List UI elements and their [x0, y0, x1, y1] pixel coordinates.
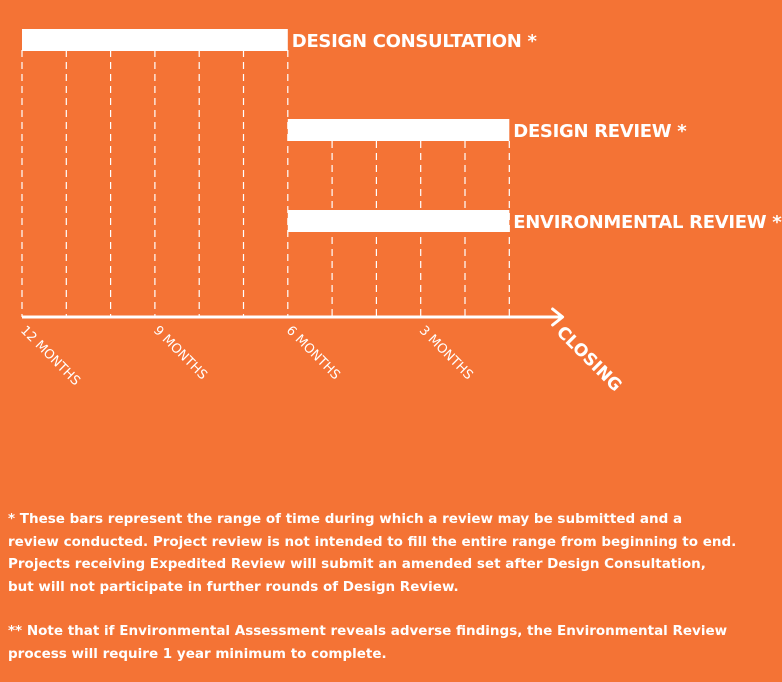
tick-label: 3 MONTHS — [416, 323, 476, 383]
bar — [287, 210, 510, 232]
bar — [287, 119, 510, 141]
tick-labels: 12 MONTHS 9 MONTHS 6 MONTHS 3 MONTHS CLOSING — [17, 322, 625, 395]
timeline-chart: DESIGN CONSULTATION * DESIGN REVIEW * ENVI… — [17, 29, 782, 396]
gridlines — [21, 50, 510, 317]
footnote-2: ** Note that if Environmental Assessment… — [8, 620, 778, 665]
footnote-1: * These bars represent the range of time… — [8, 508, 778, 598]
tick-label: 6 MONTHS — [283, 323, 343, 383]
bar-label: DESIGN CONSULTATION * — [292, 31, 538, 52]
tick-label: 9 MONTHS — [150, 323, 210, 383]
footnote-1-line: but will not participate in further roun… — [8, 578, 459, 595]
axis-arrow — [551, 307, 565, 327]
x-axis — [22, 307, 565, 327]
footnote-2-line: ** Note that if Environmental Assessment… — [8, 623, 728, 639]
footnote-2-line: process will require 1 year minimum to c… — [8, 645, 387, 662]
footnote-1-line: * These bars represent the range of time… — [8, 511, 683, 527]
footnotes: * These bars represent the range of time… — [8, 508, 778, 665]
bars: DESIGN CONSULTATION * DESIGN REVIEW * ENVI… — [22, 29, 782, 233]
bar — [22, 29, 288, 51]
footnote-1-line: Projects receiving Expedited Review will… — [8, 556, 706, 572]
tick-label: 12 MONTHS — [17, 323, 83, 389]
bar-label: ENVIRONMENTAL REVIEW ** — [513, 212, 782, 233]
axis-end-label: CLOSING — [552, 322, 625, 395]
bar-label: DESIGN REVIEW * — [513, 121, 687, 142]
footnote-1-line: review conducted. Project review is not … — [8, 533, 737, 550]
